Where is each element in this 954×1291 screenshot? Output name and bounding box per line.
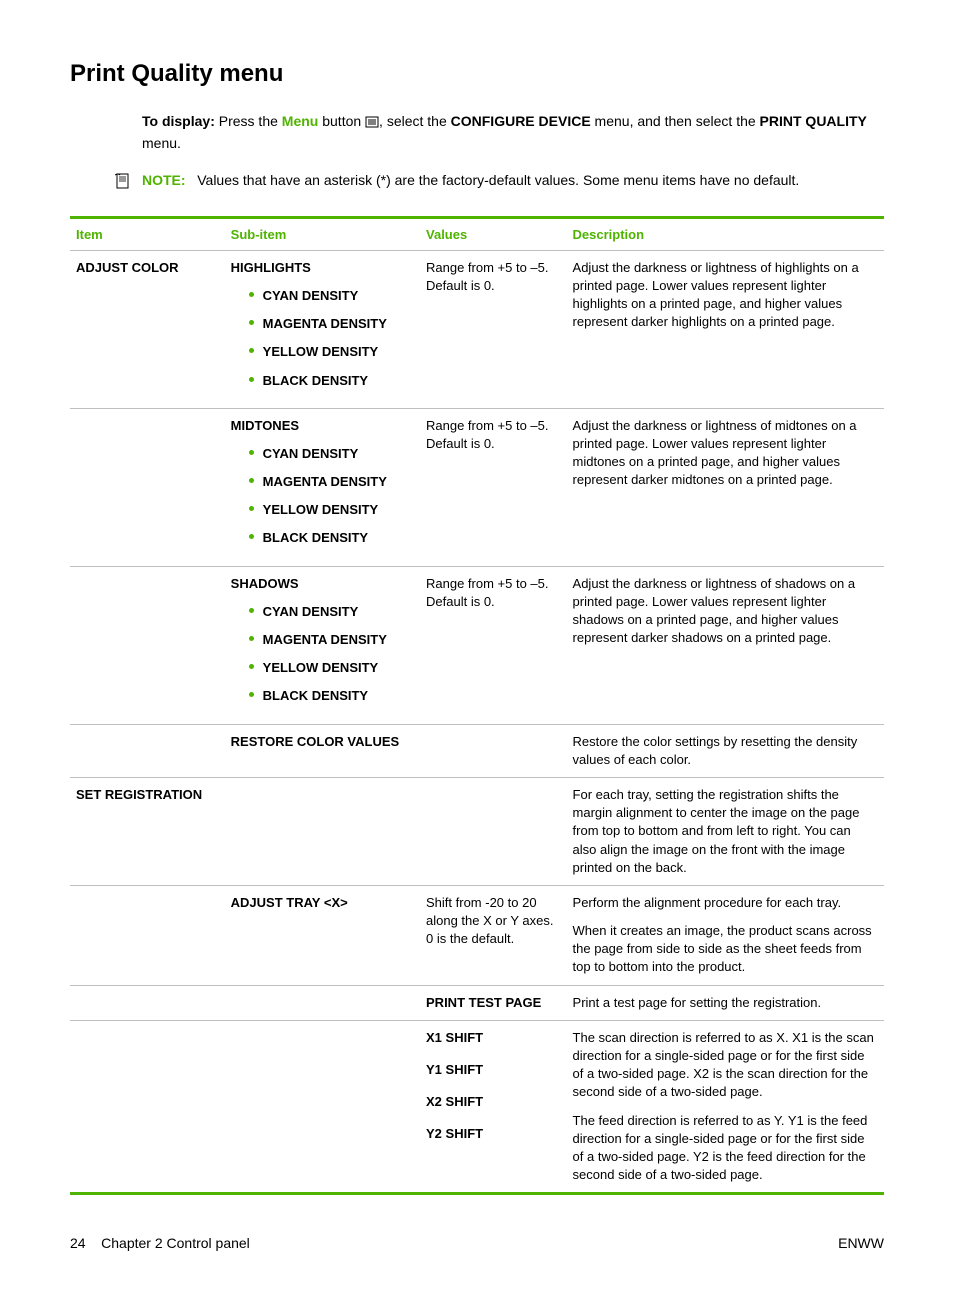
cell-item-set-registration: SET REGISTRATION [70,777,225,885]
cell-values-print-test: PRINT TEST PAGE [420,985,567,1020]
subitem-title-highlights: HIGHLIGHTS [231,259,414,277]
row-midtones: MIDTONES CYAN DENSITY MAGENTA DENSITY YELL… [70,408,884,566]
page-title: Print Quality menu [70,60,884,88]
cell-values-highlights: Range from +5 to –5. Default is 0. [420,250,567,408]
intro-text-3: , select the [379,113,451,129]
cell-subitem-highlights: HIGHLIGHTS CYAN DENSITY MAGENTA DENSITY YE… [225,250,420,408]
cell-values-shifts: X1 SHIFT Y1 SHIFT X2 SHIFT Y2 SHIFT [420,1020,567,1194]
configure-device-bold: CONFIGURE DEVICE [451,113,591,129]
shift-item: X2 SHIFT [426,1093,561,1111]
intro-lead: To display: [142,113,215,129]
bullet-item: YELLOW DENSITY [249,343,414,361]
cell-item-adjust-color: ADJUST COLOR [70,250,225,408]
bullet-item: MAGENTA DENSITY [249,631,414,649]
row-adjust-color-highlights: ADJUST COLOR HIGHLIGHTS CYAN DENSITY MAGE… [70,250,884,408]
footer-chapter: Chapter 2 Control panel [101,1235,250,1251]
bullet-item: BLACK DENSITY [249,529,414,547]
adjust-tray-desc-1: Perform the alignment procedure for each… [573,894,878,912]
note-icon [114,172,132,196]
bullet-item: CYAN DENSITY [249,603,414,621]
shifts-desc-2: The feed direction is referred to as Y. … [573,1112,878,1185]
bullet-item: BLACK DENSITY [249,687,414,705]
shifts-desc-1: The scan direction is referred to as X. … [573,1029,878,1102]
footer-right: ENWW [838,1235,884,1251]
row-shadows: SHADOWS CYAN DENSITY MAGENTA DENSITY YELLO… [70,566,884,724]
intro-text-2: button [318,113,365,129]
th-description: Description [567,217,884,250]
cell-desc-set-registration: For each tray, setting the registration … [567,777,884,885]
cell-desc-restore: Restore the color settings by resetting … [567,724,884,777]
shift-item: Y2 SHIFT [426,1125,561,1143]
cell-desc-adjust-tray: Perform the alignment procedure for each… [567,885,884,985]
bullet-item: YELLOW DENSITY [249,659,414,677]
bullet-item: YELLOW DENSITY [249,501,414,519]
row-restore-color: RESTORE COLOR VALUES Restore the color s… [70,724,884,777]
print-quality-table: Item Sub-item Values Description ADJUST … [70,216,884,1196]
note-block: NOTE: Values that have an asterisk (*) a… [114,171,884,196]
menu-word: Menu [282,113,319,129]
bullet-item: MAGENTA DENSITY [249,315,414,333]
bullet-item: MAGENTA DENSITY [249,473,414,491]
note-label: NOTE: [142,172,186,188]
row-adjust-tray: ADJUST TRAY <X> Shift from -20 to 20 alo… [70,885,884,985]
intro-text-4: menu, and then select the [591,113,760,129]
intro-text-1: Press the [215,113,282,129]
row-shifts: X1 SHIFT Y1 SHIFT X2 SHIFT Y2 SHIFT The sca… [70,1020,884,1194]
shift-item: X1 SHIFT [426,1029,561,1047]
subitem-title-shadows: SHADOWS [231,575,414,593]
page-footer: 24 Chapter 2 Control panel ENWW [70,1235,884,1251]
th-values: Values [420,217,567,250]
cell-values-adjust-tray: Shift from -20 to 20 along the X or Y ax… [420,885,567,985]
bullet-item: CYAN DENSITY [249,445,414,463]
subitem-title-midtones: MIDTONES [231,417,414,435]
intro-paragraph: To display: Press the Menu button , sele… [142,112,884,153]
cell-values-shadows: Range from +5 to –5. Default is 0. [420,566,567,724]
note-text: Values that have an asterisk (*) are the… [197,172,799,188]
cell-subitem-adjust-tray: ADJUST TRAY <X> [225,885,420,985]
cell-desc-shadows: Adjust the darkness or lightness of shad… [567,566,884,724]
cell-desc-print-test: Print a test page for setting the regist… [567,985,884,1020]
th-item: Item [70,217,225,250]
cell-desc-midtones: Adjust the darkness or lightness of midt… [567,408,884,566]
cell-desc-shifts: The scan direction is referred to as X. … [567,1020,884,1194]
cell-subitem-midtones: MIDTONES CYAN DENSITY MAGENTA DENSITY YELL… [225,408,420,566]
bullet-item: BLACK DENSITY [249,372,414,390]
th-subitem: Sub-item [225,217,420,250]
footer-page-number: 24 [70,1235,86,1251]
cell-values-midtones: Range from +5 to –5. Default is 0. [420,408,567,566]
intro-text-5: menu. [142,135,181,151]
row-print-test: PRINT TEST PAGE Print a test page for se… [70,985,884,1020]
cell-subitem-shadows: SHADOWS CYAN DENSITY MAGENTA DENSITY YELLO… [225,566,420,724]
menu-icon [365,114,379,134]
cell-subitem-restore: RESTORE COLOR VALUES [225,724,420,777]
shift-item: Y1 SHIFT [426,1061,561,1079]
adjust-tray-desc-2: When it creates an image, the product sc… [573,922,878,977]
bullet-item: CYAN DENSITY [249,287,414,305]
print-quality-bold: PRINT QUALITY [760,113,867,129]
row-set-registration: SET REGISTRATION For each tray, setting … [70,777,884,885]
cell-desc-highlights: Adjust the darkness or lightness of high… [567,250,884,408]
